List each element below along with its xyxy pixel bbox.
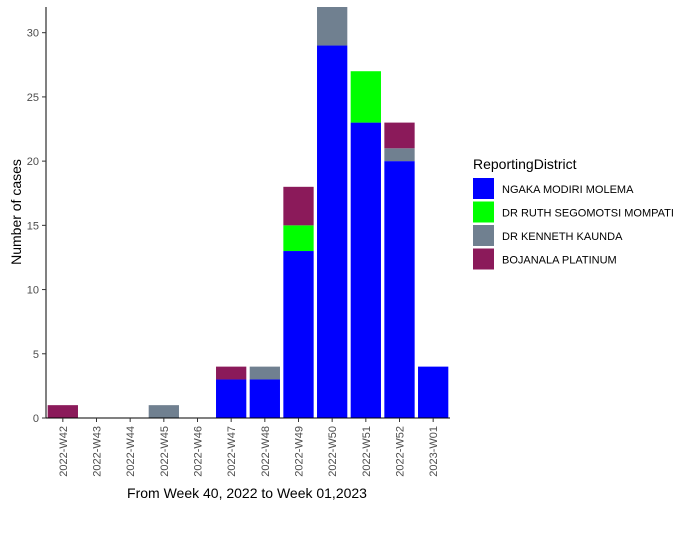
bar-2022-w49-ngaka-modiri-molema xyxy=(283,251,314,418)
bar-2022-w42-bojanala-platinum xyxy=(47,405,78,418)
bar-2022-w51-dr-ruth-segomotsi-mompati xyxy=(350,71,381,123)
x-tick-label: 2022-W42 xyxy=(58,426,70,477)
legend-swatch-bojanala-platinum xyxy=(473,248,494,270)
legend-label-dr-kenneth-kaunda: DR KENNETH KAUNDA xyxy=(502,231,623,243)
legend-title: ReportingDistrict xyxy=(473,156,577,172)
bar-2022-w49-dr-ruth-segomotsi-mompati xyxy=(283,225,314,252)
x-tick-label: 2022-W51 xyxy=(361,426,373,477)
x-tick-label: 2023-W01 xyxy=(428,426,440,477)
y-tick-label: 15 xyxy=(27,220,39,232)
y-axis-ticks: 0 5 10 15 20 25 30 xyxy=(27,28,46,425)
bar-2022-w48-ngaka-modiri-molema xyxy=(249,379,280,418)
bar-2022-w45-dr-kenneth-kaunda xyxy=(148,405,179,418)
x-tick-label: 2022-W50 xyxy=(327,426,339,477)
x-tick-label: 2022-W47 xyxy=(226,426,238,477)
legend-label-dr-ruth-segomotsi-mompati: DR RUTH SEGOMOTSI MOMPATI xyxy=(502,208,674,220)
bar-2022-w49-bojanala-platinum xyxy=(283,186,314,226)
x-tick-label: 2022-W45 xyxy=(159,426,171,477)
bar-2022-w48-dr-kenneth-kaunda xyxy=(249,366,280,380)
x-tick-label: 2022-W52 xyxy=(395,426,407,477)
legend-label-bojanala-platinum: BOJANALA PLATINUM xyxy=(502,255,617,267)
y-tick-label: 10 xyxy=(27,285,39,297)
y-tick-label: 25 xyxy=(27,92,39,104)
bar-2022-w52-bojanala-platinum xyxy=(384,122,415,149)
legend-swatch-dr-ruth-segomotsi-mompati xyxy=(473,201,494,223)
x-tick-label: 2022-W46 xyxy=(193,426,205,477)
y-axis-title: Number of cases xyxy=(8,159,24,265)
x-tick-label: 2022-W44 xyxy=(125,426,137,477)
x-tick-label: 2022-W49 xyxy=(294,426,306,477)
x-axis-ticks: 2022-W42 2022-W43 2022-W44 2022-W45 2022-W46… xyxy=(58,418,440,477)
bar-2022-w52-ngaka-modiri-molema xyxy=(384,161,415,418)
bar-2022-w47-bojanala-platinum xyxy=(216,366,247,380)
bars-layer xyxy=(47,7,449,418)
bar-2022-w47-ngaka-modiri-molema xyxy=(216,379,247,418)
bar-2022-w52-dr-kenneth-kaunda xyxy=(384,148,415,162)
legend-swatch-dr-kenneth-kaunda xyxy=(473,225,494,246)
y-tick-label: 30 xyxy=(27,28,39,40)
legend-label-ngaka-modiri-molema: NGAKA MODIRI MOLEMA xyxy=(502,184,634,196)
x-axis-title: From Week 40, 2022 to Week 01,2023 xyxy=(127,485,367,501)
y-tick-label: 20 xyxy=(27,156,39,168)
bar-2023-w01-ngaka-modiri-molema xyxy=(418,366,449,418)
x-tick-label: 2022-W43 xyxy=(92,426,104,477)
legend: ReportingDistrict NGAKA MODIRI MOLEMA DR … xyxy=(473,156,674,270)
bar-2022-w50-dr-kenneth-kaunda xyxy=(317,7,348,46)
bar-2022-w51-ngaka-modiri-molema xyxy=(350,122,381,418)
legend-swatch-ngaka-modiri-molema xyxy=(473,178,494,199)
y-tick-label: 5 xyxy=(33,349,39,361)
x-tick-label: 2022-W48 xyxy=(260,426,272,477)
y-tick-label: 0 xyxy=(33,413,39,425)
bar-2022-w50-ngaka-modiri-molema xyxy=(317,45,348,418)
